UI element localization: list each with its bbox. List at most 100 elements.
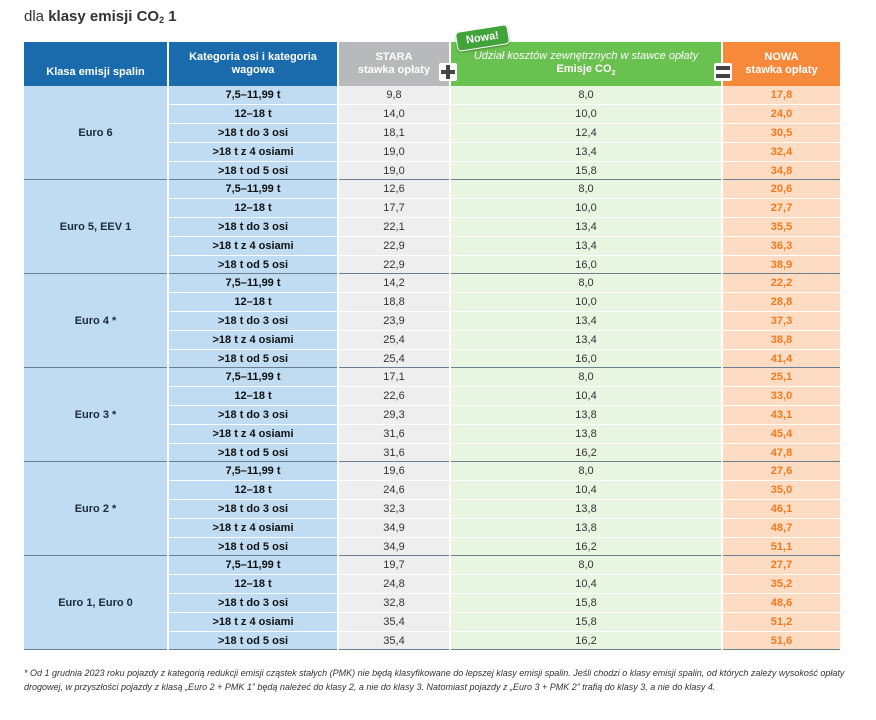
table-row: >18 t do 3 osi 32,8 15,8 48,6: [24, 593, 840, 613]
table-row: Euro 3 * 7,5–11,99 t 17,1 8,0 25,1: [24, 367, 840, 463]
header-co2-top: Udział kosztów zewnętrznych w stawce opł…: [473, 49, 699, 62]
new-rate-cell: 33,0: [721, 386, 840, 407]
co2-share-cell: 10,0: [449, 104, 722, 125]
co2-share-cell: 13,4: [449, 142, 722, 162]
co2-share-cell: 16,2: [449, 631, 722, 651]
axle-category-cell: 7,5–11,99 t: [167, 367, 338, 388]
axle-category-cell: >18 t do 3 osi: [167, 123, 338, 143]
emission-class-cell: Euro 3 *: [24, 367, 168, 463]
axle-category-cell: >18 t do 3 osi: [167, 593, 338, 613]
emission-class-cell: Euro 5, EEV 1: [24, 179, 168, 275]
axle-category-cell: 12–18 t: [167, 386, 338, 407]
axle-category-cell: 12–18 t: [167, 104, 338, 125]
new-rate-cell: 51,1: [721, 537, 840, 557]
new-rate-cell: 28,8: [721, 292, 840, 313]
old-rate-cell: 32,3: [337, 499, 450, 519]
new-rate-cell: 35,0: [721, 480, 840, 501]
header-new-bottom: stawka opłaty: [745, 64, 818, 76]
new-rate-cell: 24,0: [721, 104, 840, 125]
table-row: >18 t od 5 osi 34,9 16,2 51,1: [24, 537, 840, 557]
new-rate-cell: 46,1: [721, 499, 840, 519]
table-row: Euro 5, EEV 1 7,5–11,99 t 12,6 8,0 20,6: [24, 179, 840, 275]
old-rate-cell: 35,4: [337, 631, 450, 651]
title-prefix: dla: [24, 8, 49, 25]
old-rate-cell: 18,1: [337, 123, 450, 143]
old-rate-cell: 29,3: [337, 405, 450, 425]
co2-share-cell: 16,2: [449, 537, 722, 557]
axle-category-cell: >18 t od 5 osi: [167, 349, 338, 369]
header-co2-sub: 2: [611, 70, 616, 78]
table-row: >18 t od 5 osi 31,6 16,2 47,8: [24, 443, 840, 463]
axle-category-cell: 12–18 t: [167, 292, 338, 313]
table-row: >18 t z 4 osiami 25,4 13,4 38,8: [24, 330, 840, 350]
co2-share-cell: 8,0: [449, 179, 722, 200]
table-body: Euro 6 7,5–11,99 t 9,8 8,0 17,8 12–18 t 14,0 10…: [24, 86, 840, 651]
axle-category-cell: 7,5–11,99 t: [167, 461, 338, 482]
axle-category-cell: >18 t z 4 osiami: [167, 518, 338, 538]
old-rate-cell: 19,0: [337, 161, 450, 181]
axle-category-cell: >18 t od 5 osi: [167, 161, 338, 181]
axle-category-cell: >18 t od 5 osi: [167, 631, 338, 651]
new-rate-cell: 27,7: [721, 198, 840, 219]
co2-share-cell: 12,4: [449, 123, 722, 143]
co2-share-cell: 13,4: [449, 217, 722, 237]
title-sub: 2: [159, 15, 165, 25]
new-rate-cell: 17,8: [721, 86, 840, 106]
header-axle-category: Kategoria osi i kategoria wagowa: [167, 42, 338, 86]
new-rate-cell: 47,8: [721, 443, 840, 463]
co2-share-cell: 8,0: [449, 367, 722, 388]
table-row: >18 t do 3 osi 18,1 12,4 30,5: [24, 123, 840, 143]
axle-category-cell: >18 t z 4 osiami: [167, 612, 338, 632]
co2-share-cell: 10,4: [449, 480, 722, 501]
table-row: >18 t od 5 osi 25,4 16,0 41,4: [24, 349, 840, 369]
axle-category-cell: >18 t od 5 osi: [167, 443, 338, 463]
emission-class-cell: Euro 6: [24, 86, 168, 181]
old-rate-cell: 19,0: [337, 142, 450, 162]
co2-share-cell: 13,4: [449, 236, 722, 256]
co2-share-cell: 8,0: [449, 273, 722, 294]
new-rate-cell: 38,8: [721, 330, 840, 350]
old-rate-cell: 34,9: [337, 537, 450, 557]
co2-share-cell: 13,8: [449, 424, 722, 444]
old-rate-cell: 31,6: [337, 443, 450, 463]
axle-category-cell: >18 t do 3 osi: [167, 499, 338, 519]
header-co2-bottom: Emisje CO: [556, 62, 612, 75]
axle-category-cell: 12–18 t: [167, 198, 338, 219]
table-row: >18 t z 4 osiami 22,9 13,4 36,3: [24, 236, 840, 256]
old-rate-cell: 24,8: [337, 574, 450, 595]
new-rate-cell: 51,2: [721, 612, 840, 632]
old-rate-cell: 25,4: [337, 349, 450, 369]
axle-category-cell: >18 t do 3 osi: [167, 405, 338, 425]
old-rate-cell: 35,4: [337, 612, 450, 632]
table-row: >18 t z 4 osiami 19,0 13,4 32,4: [24, 142, 840, 162]
table-row: >18 t z 4 osiami 35,4 15,8 51,2: [24, 612, 840, 632]
old-rate-cell: 14,0: [337, 104, 450, 125]
old-rate-cell: 22,9: [337, 255, 450, 275]
old-rate-cell: 25,4: [337, 330, 450, 350]
toll-rate-table: Klasa emisji spalin Kategoria osi i kate…: [24, 42, 840, 651]
table-header-row: Klasa emisji spalin Kategoria osi i kate…: [24, 42, 840, 86]
axle-category-cell: >18 t z 4 osiami: [167, 330, 338, 350]
co2-share-cell: 10,4: [449, 574, 722, 595]
new-rate-cell: 45,4: [721, 424, 840, 444]
co2-share-cell: 8,0: [449, 86, 722, 106]
old-rate-cell: 32,8: [337, 593, 450, 613]
old-rate-cell: 17,1: [337, 367, 450, 388]
footnote: * Od 1 grudnia 2023 roku pojazdy z kateg…: [24, 668, 845, 692]
page-title: dla klasy emisji CO2 1: [24, 8, 177, 25]
table-row: >18 t do 3 osi 32,3 13,8 46,1: [24, 499, 840, 519]
table-row: 12–18 t 14,0 10,0 24,0: [24, 104, 840, 125]
header-old-rate: STARA stawka opłaty: [337, 42, 450, 86]
axle-category-cell: 12–18 t: [167, 574, 338, 595]
axle-category-cell: 7,5–11,99 t: [167, 86, 338, 106]
table-row: >18 t od 5 osi 19,0 15,8 34,8: [24, 161, 840, 181]
old-rate-cell: 22,9: [337, 236, 450, 256]
axle-category-cell: >18 t od 5 osi: [167, 537, 338, 557]
new-rate-cell: 38,9: [721, 255, 840, 275]
table-row: 12–18 t 24,6 10,4 35,0: [24, 480, 840, 501]
co2-share-cell: 15,8: [449, 612, 722, 632]
plus-icon: [439, 63, 457, 81]
new-rate-cell: 37,3: [721, 311, 840, 331]
old-rate-cell: 22,6: [337, 386, 450, 407]
axle-category-cell: 7,5–11,99 t: [167, 273, 338, 294]
